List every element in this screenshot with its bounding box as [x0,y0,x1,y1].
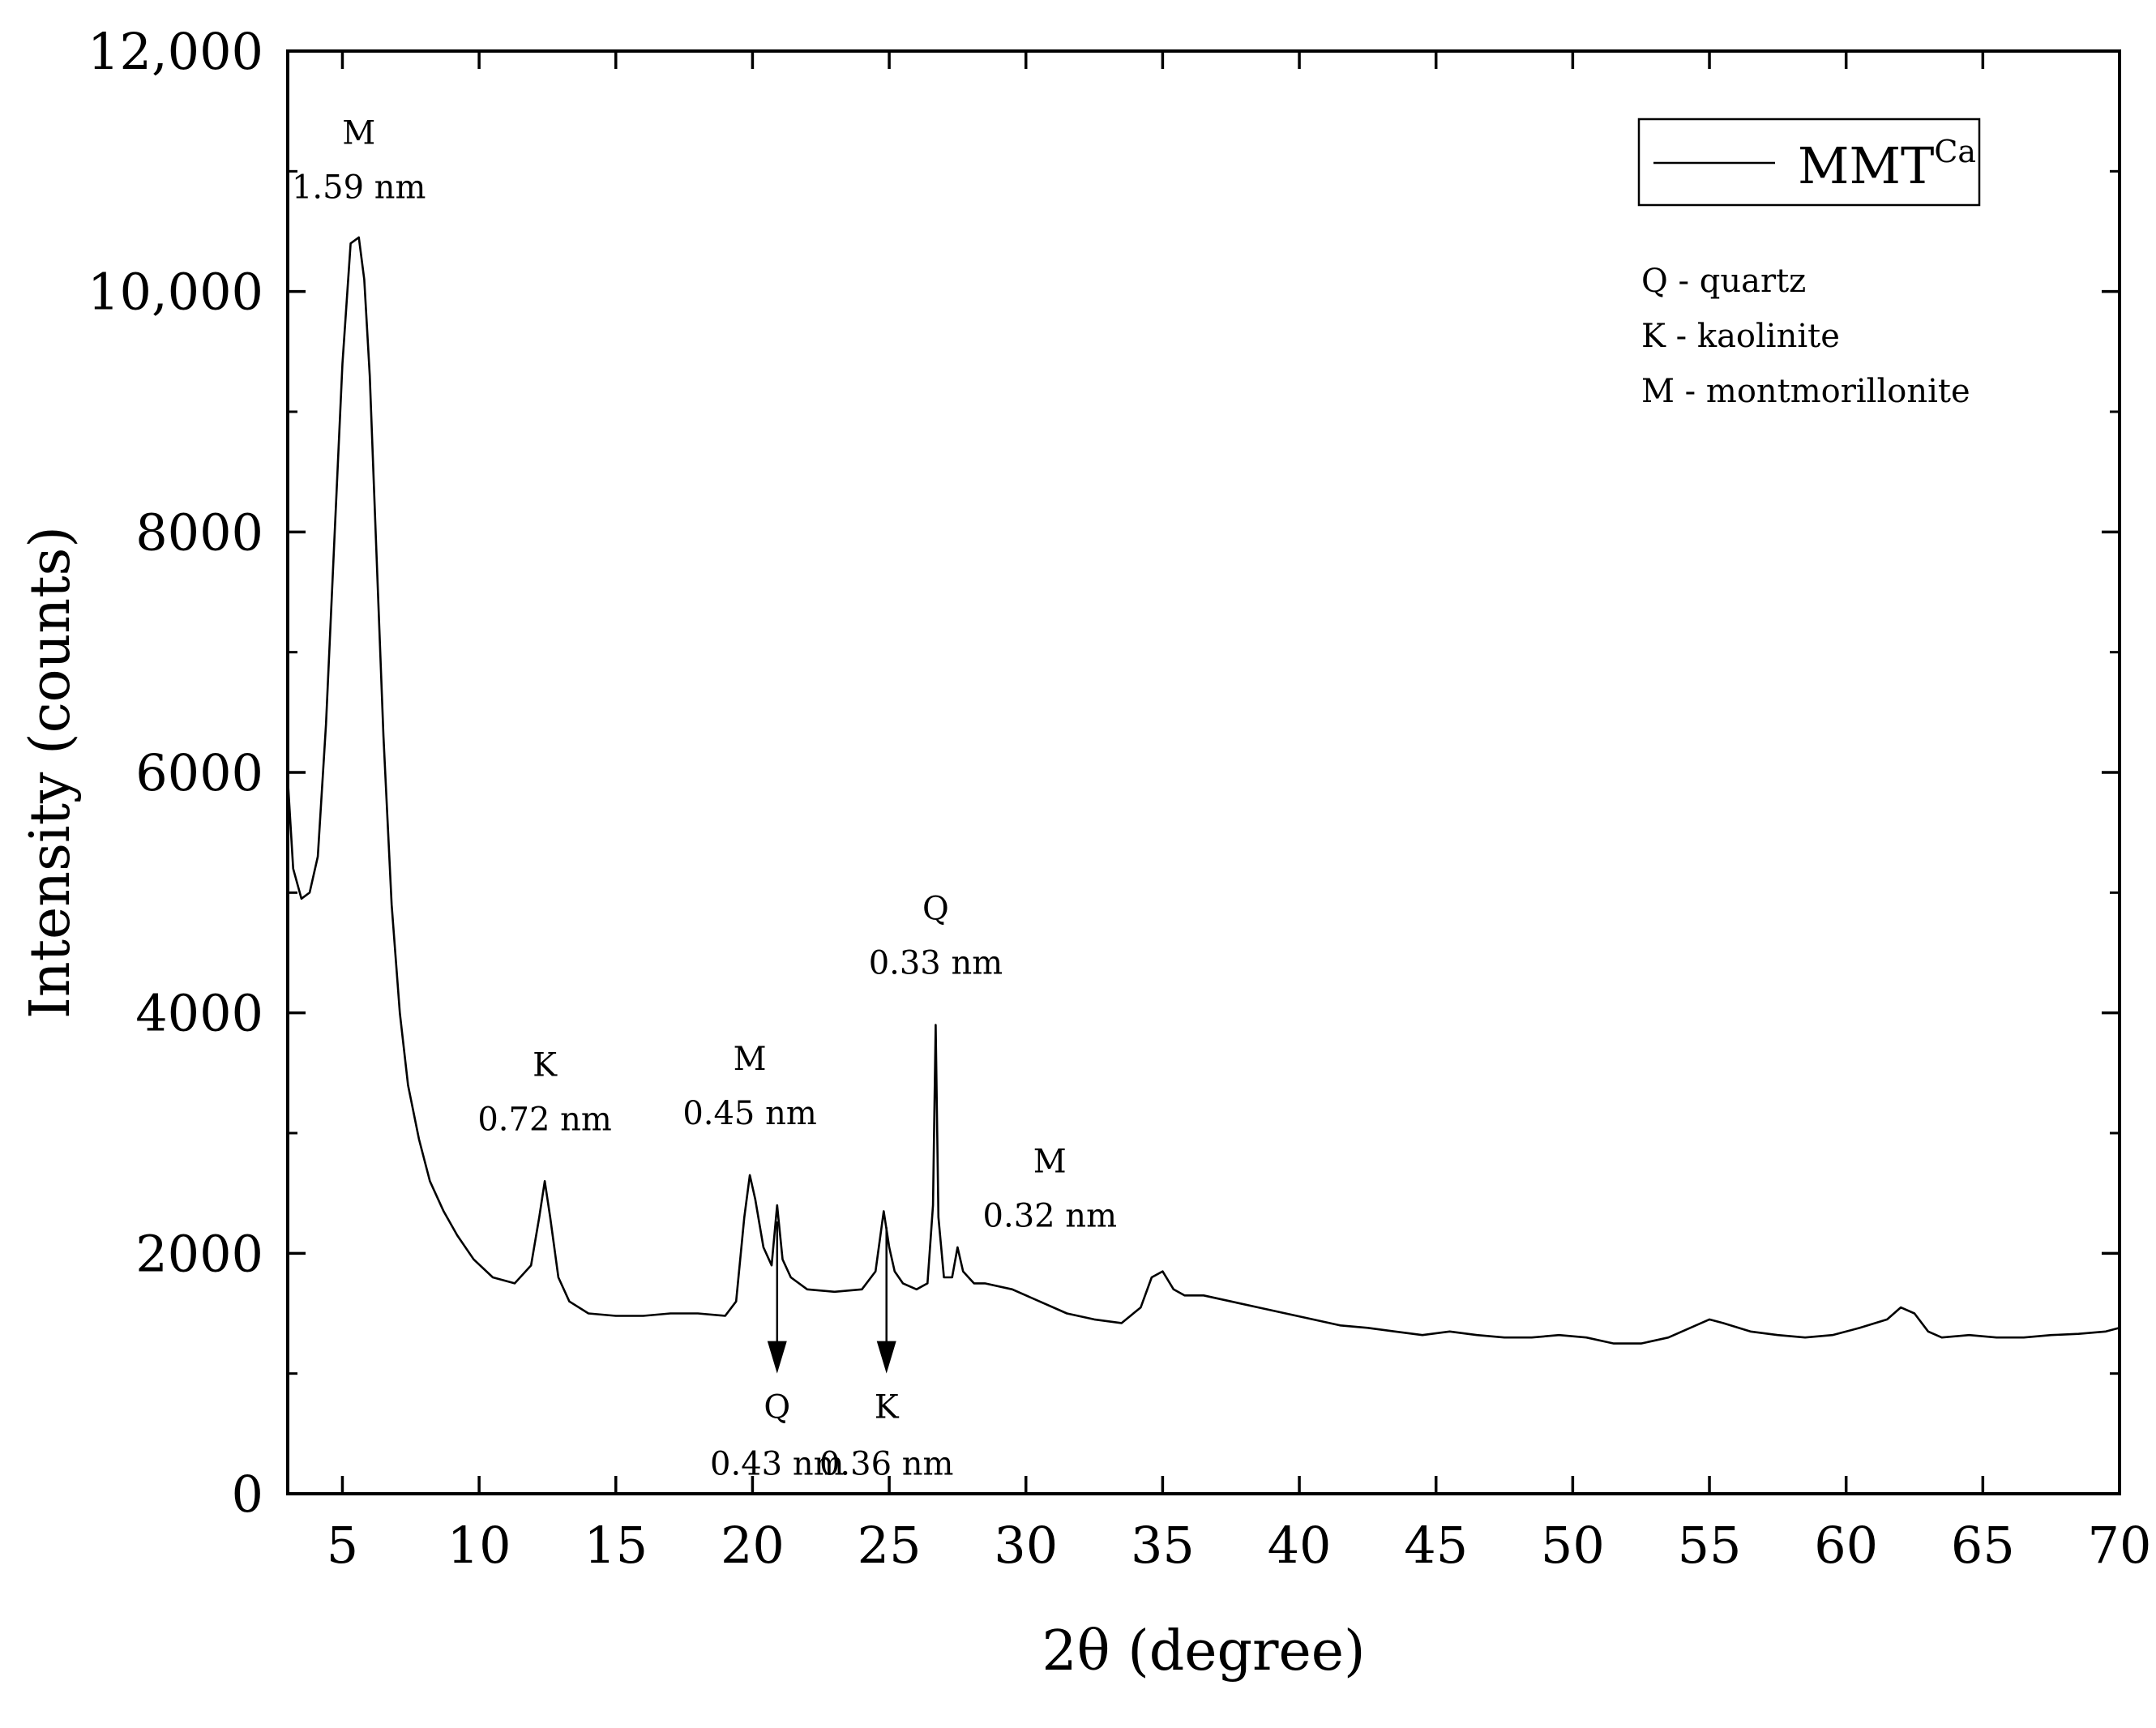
legend-label-superscript: Ca [1934,134,1976,169]
key-quartz: Q - quartz [1641,263,1806,300]
x-tick-label: 50 [1541,1516,1605,1575]
y-axis-title: Intensity (counts) [19,526,83,1019]
legend-label-main: MMT [1798,136,1934,195]
x-axis-title: 2θ (degree) [1042,1619,1365,1683]
series-line-mmt [286,236,2120,1345]
y-tick-label: 12,000 [88,22,263,81]
x-tick-label: 55 [1678,1516,1742,1575]
peak-arrow-head [876,1341,896,1374]
peak-letter: M [1033,1143,1067,1180]
peak-annotation: M 0.32 nm [983,1143,1117,1234]
peak-letter: Q [922,891,949,928]
peak-spacing: 0.45 nm [682,1095,816,1132]
y-tick-label: 2000 [135,1224,263,1283]
x-tick-label: 45 [1404,1516,1468,1575]
peak-letter: Q [764,1389,790,1426]
peak-letter: M [734,1041,767,1078]
x-tick-label: 35 [1131,1516,1195,1575]
peak-spacing: 0.32 nm [983,1197,1117,1234]
peak-annotation: M 0.45 nm [682,1041,816,1132]
key-montmorillonite: M - montmorillonite [1641,373,1970,410]
peak-spacing: 0.33 nm [869,945,1003,982]
x-tick-label: 60 [1814,1516,1878,1575]
peak-spacing: 0.72 nm [477,1101,611,1138]
peak-annotation: Q 0.43 nm [710,1221,845,1483]
peak-letter: K [875,1389,900,1426]
x-tick-label: 10 [447,1516,511,1575]
peak-letter: K [533,1046,558,1084]
annotation-layer: M 1.59 nm K 0.72 nm M 0.45 nm Q 0.43 nm K 0.36 nm… [292,115,1117,1483]
peak-letter: M [342,115,375,152]
y-tick-label: 4000 [135,984,263,1043]
x-tick-label: 40 [1268,1516,1332,1575]
peak-spacing: 1.59 nm [292,169,426,207]
x-tick-label: 65 [1951,1516,2015,1575]
phase-key: Q - quartz K - kaolinite M - montmorillo… [1641,263,1970,410]
x-tick-label: 20 [721,1516,785,1575]
x-tick-label: 70 [2088,1516,2152,1575]
peak-spacing: 0.43 nm [710,1446,844,1483]
peak-spacing: 0.36 nm [819,1446,953,1483]
peak-annotation: K 0.72 nm [477,1046,611,1138]
legend: MMTCa [1637,118,1981,207]
y-tick-label: 6000 [135,743,263,802]
tick-layer: 5 10 15 20 25 30 35 40 45 50 55 60 65 70 0 2000 4000 6000… [88,22,2151,1575]
x-tick-label: 30 [994,1516,1058,1575]
series-layer [286,236,2120,1345]
legend-label: MMTCa [1798,134,1976,195]
y-tick-label: 8000 [135,503,263,562]
x-tick-label: 25 [858,1516,922,1575]
peak-annotation: Q 0.33 nm [869,891,1003,982]
y-tick-label: 10,000 [88,263,263,322]
peak-annotation: K 0.36 nm [819,1227,953,1483]
x-tick-label: 5 [327,1516,358,1575]
peak-arrow-head [767,1341,787,1374]
peak-annotation: M 1.59 nm [292,115,426,207]
key-kaolinite: K - kaolinite [1641,318,1840,355]
x-tick-label: 15 [584,1516,648,1575]
y-tick-label: 0 [232,1465,263,1524]
